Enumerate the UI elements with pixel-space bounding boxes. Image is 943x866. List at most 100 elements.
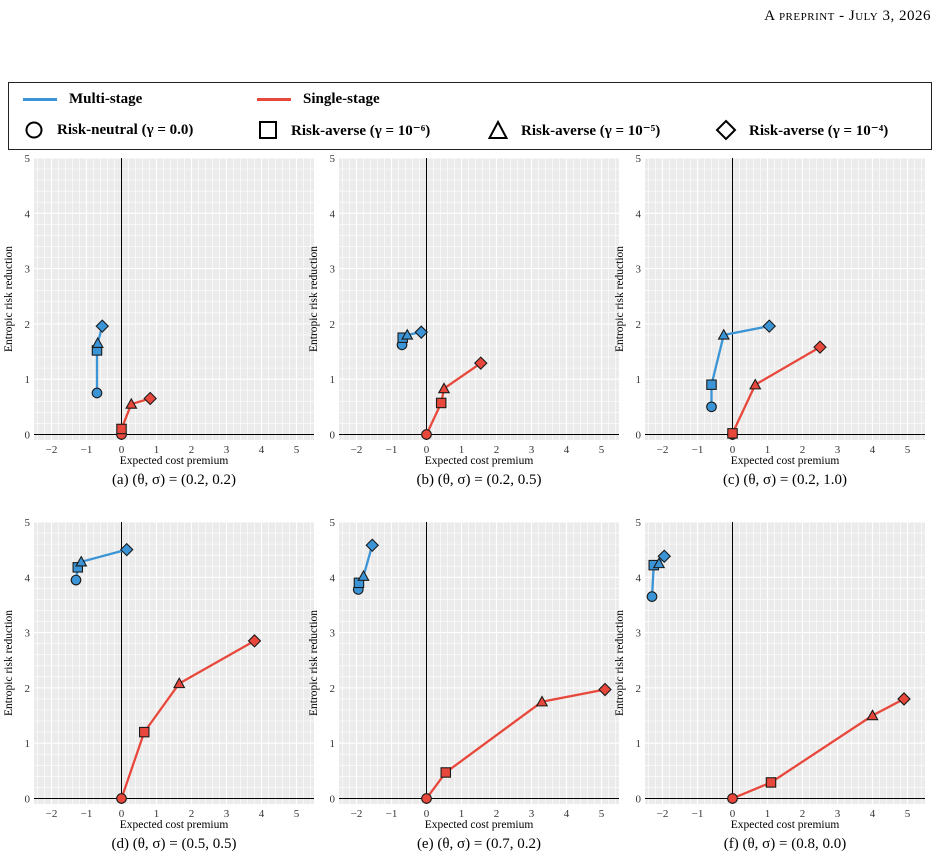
x-tick-label: −1: [386, 808, 398, 820]
legend-diamond: Risk-averse (γ = 10⁻⁴): [715, 119, 888, 141]
chart-panel-5: −2 −1 0 1 2 3 4 5 0 1 2 3 4 5 Expected cost premium Ent…: [308, 517, 619, 831]
data-point-triangle: [717, 328, 730, 340]
y-tick-label: 5: [636, 517, 642, 529]
chart-caption: (c) (θ, σ) = (0.2, 1.0): [722, 472, 848, 488]
plot-background: [645, 522, 925, 804]
legend-single-line: [257, 98, 291, 101]
y-axis-label: Entropic risk reduction: [3, 246, 15, 352]
series-multi-stage: [706, 319, 777, 413]
data-point-triangle: [357, 569, 370, 581]
data-point-diamond: [365, 538, 380, 553]
chart-caption: (d) (θ, σ) = (0.5, 0.5): [111, 836, 237, 852]
y-tick-label: 3: [330, 264, 336, 276]
triangle-marker-icon: [487, 119, 509, 139]
plot-background: [34, 158, 314, 440]
series-multi-stage: [396, 325, 429, 351]
x-axis-label: Expected cost premium: [425, 455, 534, 467]
series-single-stage: [116, 634, 262, 804]
x-tick-label: 2: [494, 444, 500, 456]
data-point-diamond: [897, 692, 911, 706]
legend-triangle: Risk-averse (γ = 10⁻⁵): [487, 119, 660, 141]
x-tick-label: 4: [564, 444, 570, 456]
data-point-square: [727, 428, 738, 439]
data-point-diamond: [657, 549, 672, 564]
x-tick-label: 0: [730, 808, 736, 820]
legend-circle: Risk-neutral (γ = 0.0): [23, 119, 193, 141]
chart-panel-4: −2 −1 0 1 2 3 4 5 0 1 2 3 4 5 Expected cost premium Ent…: [3, 517, 314, 831]
y-tick-label: 1: [636, 374, 642, 386]
y-tick-label: 5: [330, 153, 336, 165]
legend-multi-label: Multi-stage: [69, 91, 143, 107]
data-point-triangle: [173, 677, 186, 689]
y-tick-label: 5: [25, 153, 31, 165]
x-tick-label: 5: [905, 444, 911, 456]
legend-circle-label: Risk-neutral (γ = 0.0): [57, 121, 194, 138]
series-line: [120, 639, 256, 799]
y-tick-label: 3: [25, 628, 31, 640]
x-tick-label: 4: [259, 444, 265, 456]
y-tick-label: 2: [636, 683, 642, 695]
x-tick-label: 4: [259, 808, 265, 820]
x-tick-label: −2: [46, 808, 58, 820]
data-point-square: [139, 726, 150, 738]
y-axis-label: Entropic risk reduction: [614, 246, 626, 352]
y-tick-label: 2: [25, 683, 31, 695]
y-tick-label: 1: [330, 738, 336, 750]
plot-background: [645, 158, 925, 440]
x-tick-label: 1: [459, 808, 465, 820]
data-point-diamond: [598, 682, 612, 697]
y-tick-label: 4: [330, 208, 336, 220]
y-tick-label: 1: [25, 738, 31, 750]
legend-single-stage: Single-stage: [257, 91, 380, 108]
x-tick-label: −1: [386, 444, 398, 456]
legend-single-label: Single-stage: [303, 91, 380, 107]
chart-panel-1: −2 −1 0 1 2 3 4 5 0 1 2 3 4 5 Expected cost premium Ent…: [3, 153, 314, 467]
x-tick-label: 1: [765, 444, 771, 456]
series-single-stage: [727, 692, 911, 804]
x-tick-label: 4: [870, 444, 876, 456]
y-tick-label: 5: [330, 517, 336, 529]
y-tick-label: 4: [330, 572, 336, 584]
y-tick-label: 0: [25, 793, 31, 805]
x-tick-label: 2: [800, 808, 806, 820]
data-point-square: [706, 379, 717, 390]
data-point-triangle: [437, 382, 451, 394]
y-tick-label: 3: [330, 628, 336, 640]
x-tick-label: 1: [154, 808, 160, 820]
data-point-square: [765, 777, 777, 788]
chart-caption: (e) (θ, σ) = (0.7, 0.2): [416, 836, 542, 852]
y-tick-label: 4: [636, 572, 642, 584]
data-point-triangle: [75, 555, 88, 567]
x-axis-label: Expected cost premium: [731, 455, 840, 467]
y-axis-label: Entropic risk reduction: [308, 610, 320, 716]
x-axis-label: Expected cost premium: [731, 819, 840, 831]
legend: Multi-stage Single-stage Risk-neutral (γ…: [8, 82, 932, 150]
data-point-diamond: [762, 319, 777, 333]
y-tick-label: 2: [330, 683, 336, 695]
y-tick-label: 0: [636, 429, 642, 441]
data-point-circle: [70, 574, 82, 586]
x-tick-label: −2: [46, 444, 58, 456]
data-point-circle: [646, 591, 658, 602]
data-point-triangle: [535, 695, 549, 707]
series-single-stage: [116, 391, 157, 440]
series-multi-stage: [91, 319, 110, 399]
series-multi-stage: [70, 542, 134, 586]
data-point-triangle: [91, 336, 104, 348]
x-tick-label: 2: [189, 444, 195, 456]
data-point-triangle: [652, 557, 666, 569]
x-tick-label: 2: [494, 808, 500, 820]
y-tick-label: 1: [25, 374, 31, 386]
x-tick-label: 5: [905, 808, 911, 820]
data-point-diamond: [143, 391, 157, 406]
data-point-circle: [706, 401, 717, 413]
x-axis-label: Expected cost premium: [425, 819, 534, 831]
series-line: [425, 362, 482, 435]
data-point-diamond: [95, 319, 110, 333]
y-tick-label: 2: [25, 319, 31, 331]
data-point-circle: [421, 429, 432, 440]
legend-triangle-label: Risk-averse (γ = 10⁻⁵): [521, 122, 661, 139]
y-tick-label: 0: [25, 429, 31, 441]
y-tick-label: 3: [25, 264, 31, 276]
